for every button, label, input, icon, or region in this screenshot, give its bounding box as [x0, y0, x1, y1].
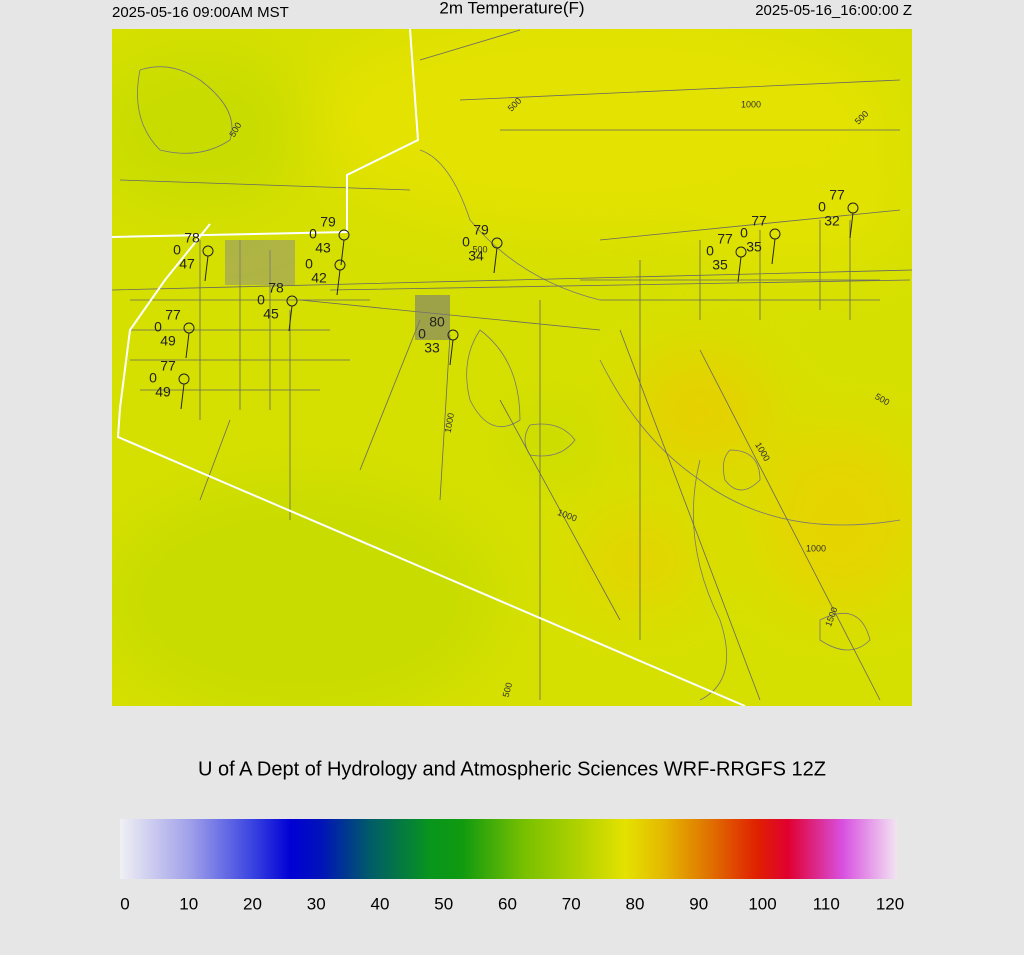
wind-barb: [849, 212, 854, 239]
station-dewpoint: 47: [179, 256, 195, 272]
station-wind: 0: [818, 199, 826, 215]
wind-barb: [185, 332, 190, 359]
station-wind: 0: [309, 226, 317, 242]
station-dewpoint: 45: [263, 306, 279, 322]
station-wind: 0: [257, 292, 265, 308]
station-temperature: 77: [829, 187, 845, 203]
station-dewpoint: 43: [315, 240, 331, 256]
valid-utc: 2025-05-16_16:00:00 Z: [755, 2, 912, 19]
colorbar-tick-label: 80: [626, 894, 645, 913]
station-temperature: 77: [165, 307, 181, 323]
station-temperature: 79: [473, 222, 489, 238]
wind-barb: [336, 269, 341, 296]
station-dewpoint: 49: [160, 333, 176, 349]
colorbar-tick-label: 90: [689, 894, 708, 913]
station-temperature: 80: [429, 314, 445, 330]
station-wind: 0: [740, 225, 748, 241]
station-dewpoint: 32: [824, 213, 840, 229]
colorbar-tick-label: 0: [120, 894, 129, 913]
colorbar-tick-label: 50: [434, 894, 453, 913]
colorbar-tick-label: 20: [243, 894, 262, 913]
wind-barb: [771, 238, 776, 265]
wind-barb: [288, 305, 293, 332]
colorbar-ticks: 0 10 20 30 40 50 60 70 80 90 100 110 120: [120, 894, 904, 913]
contour-label: 1000: [443, 412, 456, 433]
station-dewpoint: 35: [712, 257, 728, 273]
station-wind: 0: [706, 243, 714, 259]
station-temperature: 77: [751, 213, 767, 229]
credit: U of A Dept of Hydrology and Atmospheric…: [198, 758, 826, 780]
station-temperature: 77: [160, 358, 176, 374]
valid-local: 2025-05-16 09:00AM MST: [112, 4, 289, 21]
contour-label: 500: [472, 244, 487, 254]
wind-barb: [737, 256, 742, 283]
colorbar-tick-label: 110: [813, 894, 840, 913]
station-wind: 0: [149, 370, 157, 386]
station-dewpoint: 33: [424, 340, 440, 356]
wind-barb: [493, 247, 498, 274]
contour-label: 1000: [741, 99, 761, 109]
station-wind: 0: [305, 256, 313, 272]
contour-label: 500: [501, 681, 515, 698]
station-temperature: 79: [320, 214, 336, 230]
colorbar-tick-label: 10: [179, 894, 198, 913]
contour-label: 1000: [806, 543, 826, 553]
colorbar-tick-label: 70: [562, 894, 581, 913]
station-wind: 0: [173, 242, 181, 258]
colorbar-tick-label: 100: [748, 894, 776, 913]
station-temperature: 78: [184, 230, 200, 246]
station-dewpoint: 35: [746, 239, 762, 255]
wind-barb: [340, 239, 345, 266]
station-dewpoint: 42: [311, 270, 327, 286]
colorbar-tick-label: 30: [307, 894, 326, 913]
station-wind: 0: [154, 319, 162, 335]
wind-barb: [180, 383, 185, 410]
station-temperature: 77: [717, 231, 733, 247]
station-wind: 0: [462, 234, 470, 250]
station-dewpoint: 34: [468, 248, 484, 264]
colorbar-tick-label: 120: [876, 894, 904, 913]
station-temperature: 78: [268, 280, 284, 296]
colorbar-tick-label: 60: [498, 894, 517, 913]
wind-barb: [449, 339, 454, 366]
stations: 7804779043042780457704977049790348003377…: [149, 187, 859, 410]
colorbar-tick-label: 40: [371, 894, 390, 913]
map-title: 2m Temperature(F): [439, 0, 584, 17]
colorbar: [120, 819, 897, 879]
wind-barb: [204, 255, 209, 282]
station-dewpoint: 49: [155, 384, 171, 400]
station-wind: 0: [418, 326, 426, 342]
map: [112, 29, 912, 706]
